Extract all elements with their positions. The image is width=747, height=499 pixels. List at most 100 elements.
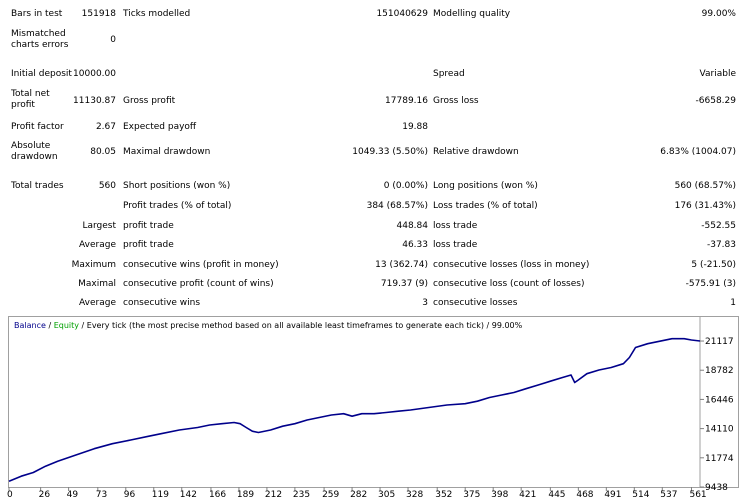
average-consecutive-wins-label: consecutive wins — [123, 298, 201, 308]
maximal-profit-label: consecutive profit (count of wins) — [123, 279, 274, 289]
relative-drawdown-label: Relative drawdown — [433, 147, 519, 157]
average-consecutive-losses-value: 1 — [730, 298, 736, 308]
average-loss-label: loss trade — [433, 240, 478, 250]
profit-trades-label: Profit trades (% of total) — [123, 201, 232, 211]
spread-value: Variable — [699, 69, 736, 79]
x-tick-label: 421 — [519, 490, 536, 499]
maximal-drawdown-value: 1049.33 (5.50%) — [352, 147, 428, 157]
short-positions-label: Short positions (won %) — [123, 181, 231, 191]
legend-description: / Every tick (the most precise method ba… — [78, 321, 523, 330]
largest-loss-value: -552.55 — [701, 221, 736, 231]
x-tick-label: 305 — [378, 490, 395, 499]
x-tick-label: 398 — [491, 490, 508, 499]
maximal-loss-value: -575.91 (3) — [685, 279, 736, 289]
legend-equity: Equity — [53, 321, 79, 330]
average-loss-value: -37.83 — [706, 240, 736, 250]
maximum-label: Maximum — [71, 260, 116, 270]
y-tick-label: 18782 — [705, 366, 734, 376]
x-tick-label: 375 — [463, 490, 480, 499]
balance-line — [8, 337, 701, 482]
total-net-profit-value: 11130.87 — [73, 96, 116, 106]
gross-profit-label: Gross profit — [123, 96, 176, 106]
absolute-drawdown-label: Absolute drawdown — [11, 141, 58, 162]
balance-chart: Balance / Equity / Every tick (the most … — [8, 316, 739, 488]
x-tick-label: 561 — [689, 490, 706, 499]
y-tick-label: 14110 — [705, 425, 734, 435]
long-positions-label: Long positions (won %) — [433, 181, 538, 191]
mismatched-errors-label: Mismatched charts errors — [11, 29, 69, 50]
maximal-profit-value: 719.37 (9) — [380, 279, 428, 289]
chart-legend: Balance / Equity / Every tick (the most … — [14, 321, 522, 331]
x-tick-label: 537 — [660, 490, 677, 499]
x-tick-label: 235 — [293, 490, 310, 499]
x-tick-label: 259 — [322, 490, 339, 499]
x-tick-label: 282 — [350, 490, 367, 499]
ticks-modelled-value: 151040629 — [376, 9, 428, 19]
x-tick-label: 73 — [96, 490, 107, 499]
expected-payoff-value: 19.88 — [402, 122, 428, 132]
relative-drawdown-value: 6.83% (1004.07) — [660, 147, 736, 157]
x-tick-label: 119 — [152, 490, 169, 499]
average-profit-label: profit trade — [123, 240, 174, 250]
maximum-loss-label: consecutive losses (loss in money) — [433, 260, 590, 270]
y-tick-label: 21117 — [705, 337, 734, 347]
ticks-modelled-label: Ticks modelled — [123, 9, 191, 19]
x-tick-label: 514 — [632, 490, 649, 499]
loss-trades-label: Loss trades (% of total) — [433, 201, 538, 211]
legend-balance: Balance — [14, 321, 46, 330]
maximum-profit-value: 13 (362.74) — [375, 260, 428, 270]
mismatched-errors-value: 0 — [110, 35, 116, 45]
gross-loss-label: Gross loss — [433, 96, 479, 106]
total-trades-label: Total trades — [11, 181, 64, 191]
profit-trades-value: 384 (68.57%) — [366, 201, 428, 211]
x-tick-label: 166 — [209, 490, 226, 499]
gross-profit-value: 17789.16 — [385, 96, 428, 106]
y-tick-label: 11774 — [705, 454, 734, 464]
gross-loss-value: -6658.29 — [695, 96, 736, 106]
absolute-drawdown-value: 80.05 — [90, 147, 116, 157]
x-tick-label: 491 — [604, 490, 621, 499]
initial-deposit-label: Initial deposit — [11, 69, 72, 79]
x-tick-label: 26 — [39, 490, 51, 499]
short-positions-value: 0 (0.00%) — [383, 181, 428, 191]
modelling-quality-label: Modelling quality — [433, 9, 511, 19]
x-tick-label: 445 — [548, 490, 565, 499]
x-tick-label: 49 — [67, 490, 79, 499]
profit-factor-label: Profit factor — [11, 122, 64, 132]
bars-in-test-value: 151918 — [81, 9, 116, 19]
spread-label: Spread — [433, 69, 465, 79]
total-trades-value: 560 — [98, 181, 116, 191]
loss-trades-value: 176 (31.43%) — [674, 201, 736, 211]
x-tick-label: 212 — [265, 490, 282, 499]
profit-factor-value: 2.67 — [95, 122, 116, 132]
maximal-drawdown-label: Maximal drawdown — [123, 147, 211, 157]
largest-label: Largest — [82, 221, 116, 231]
modelling-quality-value: 99.00% — [701, 9, 736, 19]
y-tick-label: 9438 — [705, 483, 728, 493]
expected-payoff-label: Expected payoff — [123, 122, 197, 132]
average-consecutive-wins-value: 3 — [422, 298, 428, 308]
x-tick-label: 0 — [7, 490, 13, 499]
largest-profit-value: 448.84 — [396, 221, 429, 231]
x-tick-label: 468 — [576, 490, 593, 499]
total-net-profit-label: Total net profit — [11, 89, 50, 110]
initial-deposit-value: 10000.00 — [73, 69, 116, 79]
x-tick-label: 96 — [124, 490, 136, 499]
maximum-profit-label: consecutive wins (profit in money) — [123, 260, 279, 270]
largest-loss-label: loss trade — [433, 221, 478, 231]
x-tick-label: 352 — [435, 490, 452, 499]
average-consecutive-losses-label: consecutive losses — [433, 298, 518, 308]
average-profit-value: 46.33 — [402, 240, 428, 250]
x-tick-label: 142 — [180, 490, 197, 499]
long-positions-value: 560 (68.57%) — [674, 181, 736, 191]
average-label: Average — [79, 240, 116, 250]
y-tick-label: 16446 — [705, 395, 734, 405]
maximum-loss-value: 5 (-21.50) — [691, 260, 736, 270]
bars-in-test-label: Bars in test — [11, 9, 63, 19]
largest-profit-label: profit trade — [123, 221, 174, 231]
legend-separator: / — [45, 321, 54, 330]
maximal-loss-label: consecutive loss (count of losses) — [433, 279, 585, 289]
maximal-label: Maximal — [78, 279, 116, 289]
average-consecutive-label: Average — [79, 298, 116, 308]
